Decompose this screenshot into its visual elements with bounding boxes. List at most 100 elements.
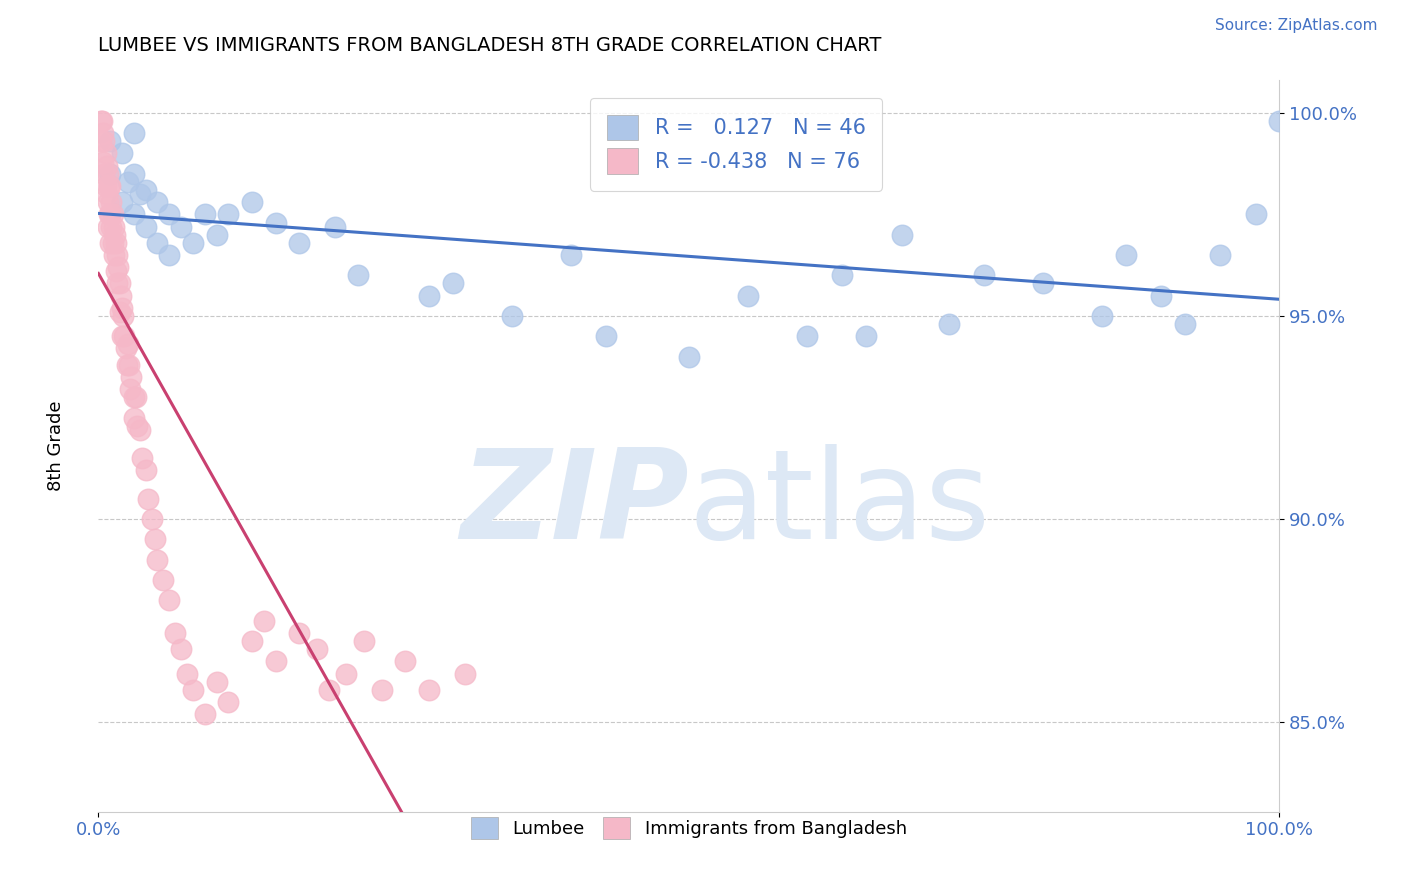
Point [240,195,263,210]
Point [105,235,128,250]
Point [678,350,700,364]
Point [146,235,169,250]
Text: LUMBEE VS IMMIGRANTS FROM BANGLADESH 8TH GRADE CORRELATION CHART: LUMBEE VS IMMIGRANTS FROM BANGLADESH 8TH… [98,36,882,54]
Point [253,614,276,628]
Point [122,410,145,425]
Point [98,134,121,148]
Point [1150,288,1173,302]
Point [105,277,128,291]
Point [938,317,960,331]
Point [141,512,163,526]
Point [96,187,118,202]
Point [394,654,416,668]
Point [118,358,141,372]
Point [122,167,145,181]
Point [103,219,125,234]
Point [97,167,120,181]
Point [157,248,180,262]
Point [117,337,139,351]
Point [97,195,120,210]
Point [110,288,132,302]
Point [240,634,263,648]
Point [103,248,125,262]
Point [347,268,370,283]
Point [135,219,157,234]
Point [101,207,124,221]
Point [125,390,148,404]
Point [194,207,217,221]
Point [94,146,117,161]
Point [101,235,124,250]
Point [737,288,759,302]
Point [170,642,193,657]
Point [136,491,159,506]
Point [98,235,121,250]
Point [115,358,138,372]
Point [91,154,114,169]
Point [91,126,114,140]
Point [105,264,128,278]
Point [194,707,217,722]
Point [135,183,157,197]
Point [288,626,311,640]
Point [1091,309,1114,323]
Point [152,573,174,587]
Point [121,370,143,384]
Point [371,682,394,697]
Point [135,463,157,477]
Point [122,207,145,221]
Point [131,451,153,466]
Point [264,215,287,229]
Point [890,227,912,242]
Point [560,248,582,262]
Point [353,634,375,648]
Point [595,329,617,343]
Point [93,134,115,148]
Legend: Lumbee, Immigrants from Bangladesh: Lumbee, Immigrants from Bangladesh [464,810,914,847]
Point [305,642,328,657]
Point [111,195,134,210]
Point [111,301,134,315]
Point [90,114,112,128]
Text: 8th Grade: 8th Grade [48,401,65,491]
Point [107,260,129,275]
Text: atlas: atlas [689,444,991,565]
Point [127,418,149,433]
Point [205,227,228,242]
Point [1115,248,1137,262]
Point [112,309,135,323]
Point [1268,114,1291,128]
Text: Source: ZipAtlas.com: Source: ZipAtlas.com [1215,18,1378,33]
Point [96,159,118,173]
Point [165,626,187,640]
Point [288,235,311,250]
Point [181,682,204,697]
Point [105,248,128,262]
Point [98,167,121,181]
Point [855,329,877,343]
Point [100,195,122,210]
Point [97,219,120,234]
Point [318,682,340,697]
Point [170,219,193,234]
Point [128,187,150,202]
Point [217,695,239,709]
Point [111,329,134,343]
Point [1032,277,1054,291]
Point [94,178,117,193]
Point [796,329,818,343]
Point [108,277,131,291]
Point [1209,248,1232,262]
Point [100,219,122,234]
Point [1174,317,1197,331]
Point [418,288,440,302]
Point [831,268,853,283]
Point [111,146,134,161]
Point [98,178,121,193]
Point [501,309,523,323]
Point [157,593,180,607]
Point [98,207,121,221]
Point [112,329,135,343]
Point [122,126,145,140]
Point [90,134,112,148]
